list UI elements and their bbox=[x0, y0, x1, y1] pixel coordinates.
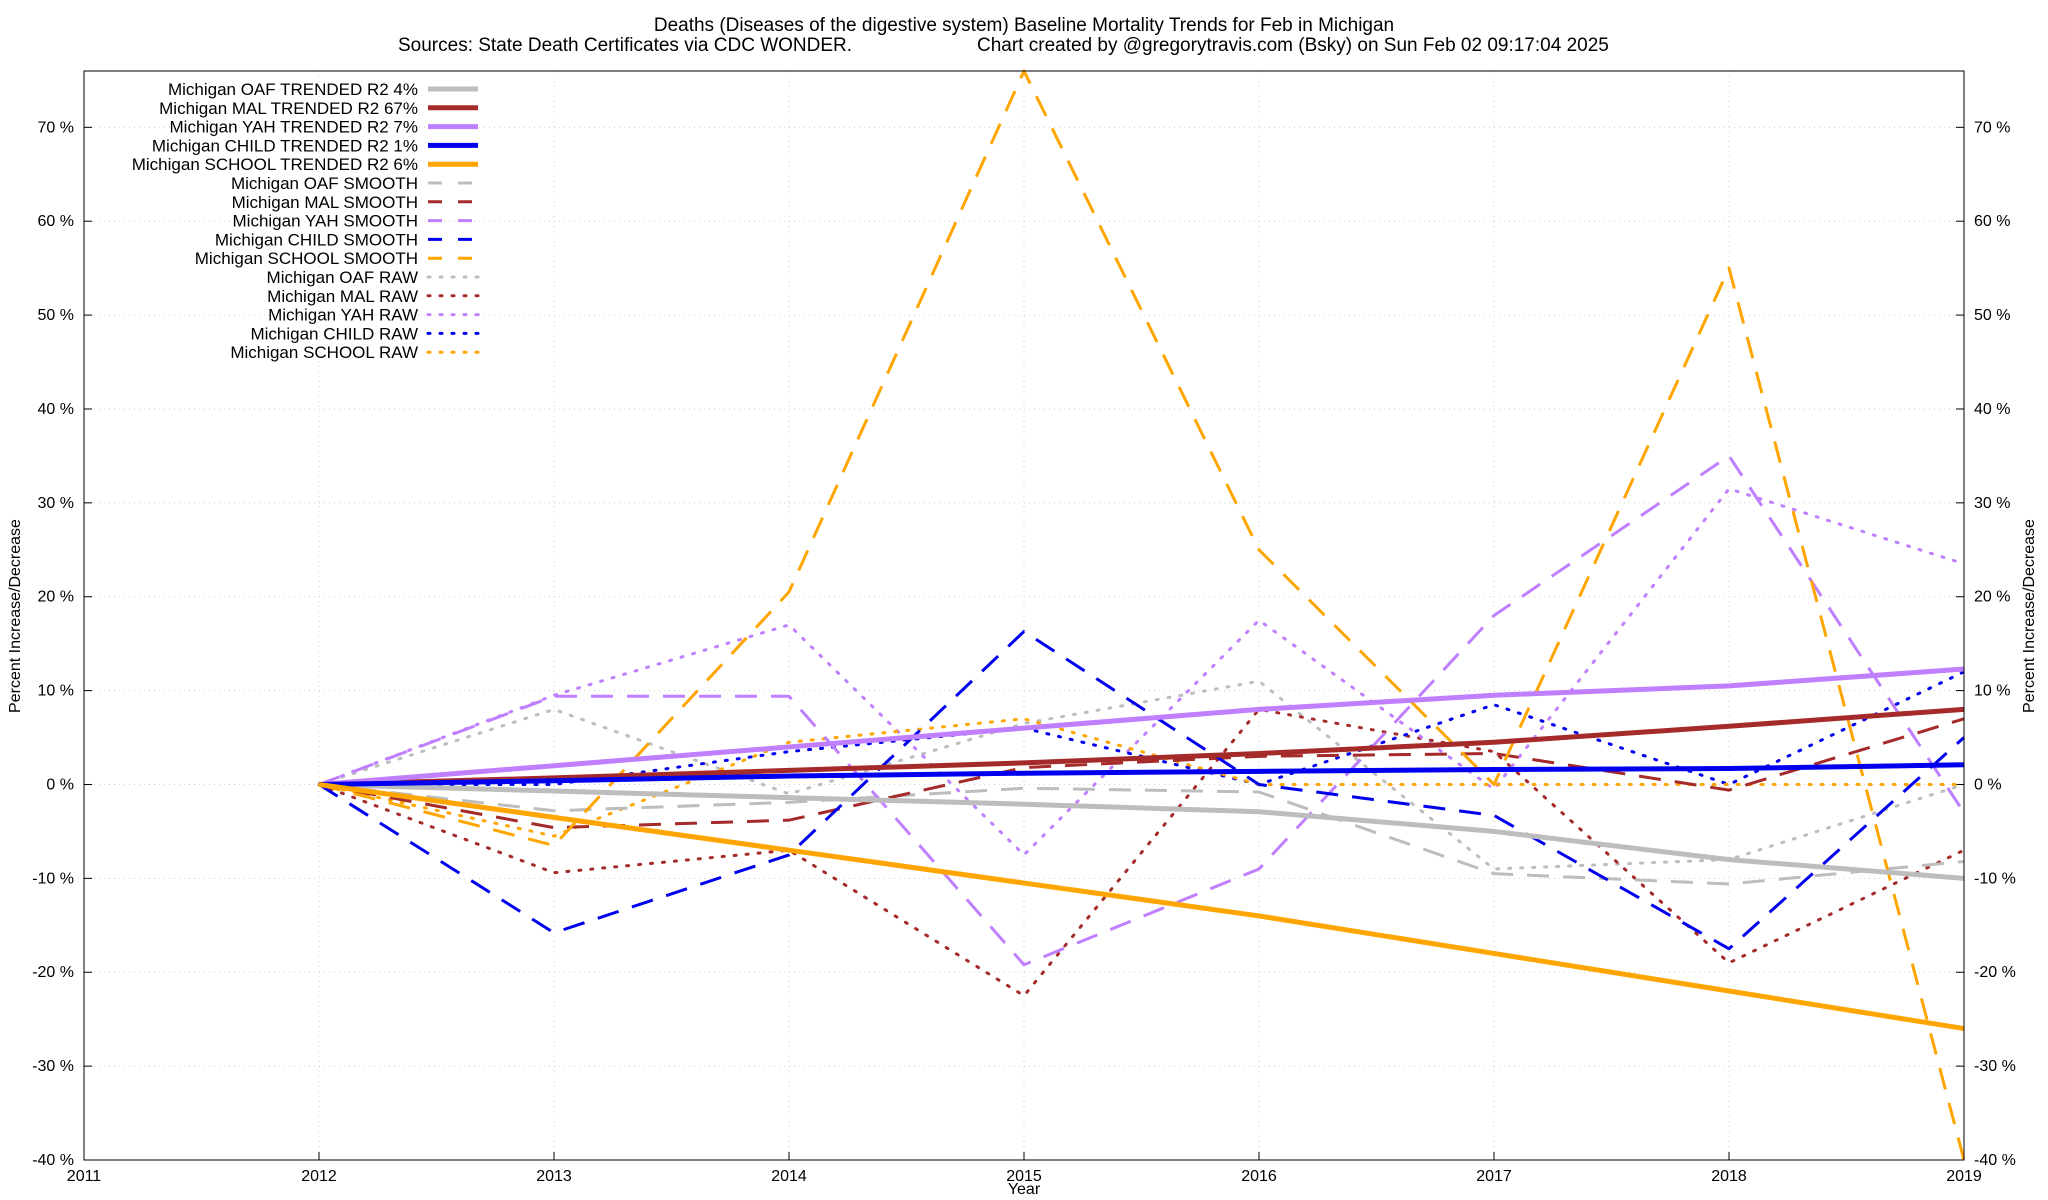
series-line-0 bbox=[318, 781, 1965, 881]
legend-label: Michigan MAL TRENDED R2 67% bbox=[159, 99, 418, 118]
y-tick-label: -20 % bbox=[32, 964, 74, 981]
y2-tick-label: 50 % bbox=[1974, 307, 2010, 324]
y2-tick-label: 10 % bbox=[1974, 683, 2010, 700]
legend-label: Michigan OAF TRENDED R2 4% bbox=[168, 80, 418, 99]
legend-label: Michigan OAF RAW bbox=[267, 268, 418, 287]
chart-subtitle-credit: Chart created by @gregorytravis.com (Bsk… bbox=[977, 35, 1609, 56]
legend-label: Michigan SCHOOL RAW bbox=[230, 343, 418, 362]
legend-label: Michigan MAL RAW bbox=[267, 287, 418, 306]
legend-label: Michigan CHILD RAW bbox=[250, 324, 418, 343]
y2-tick-label: -40 % bbox=[1974, 1152, 2016, 1169]
y2-axis-label: Percent Increase/Decrease bbox=[2021, 519, 2038, 713]
x-axis-label: Year bbox=[1008, 1181, 1041, 1198]
grid bbox=[83, 71, 1965, 1161]
series-line-4 bbox=[318, 782, 1965, 1032]
y-tick-labels-right: 70 % 60 % 50 % 40 % 30 % 20 % 10 % 0 % -10 % -20 … bbox=[1974, 119, 2016, 1169]
series-line-3 bbox=[318, 762, 1965, 787]
y2-tick-label: 20 % bbox=[1974, 589, 2010, 606]
x-tick-label: 2018 bbox=[1711, 1168, 1747, 1185]
y-tick-label: 50 % bbox=[38, 307, 74, 324]
series-line-8 bbox=[318, 629, 1966, 951]
legend-label: Michigan YAH RAW bbox=[268, 306, 418, 325]
y-axis-label: Percent Increase/Decrease bbox=[7, 519, 24, 713]
series-line-11 bbox=[317, 707, 1966, 998]
y2-tick-label: 40 % bbox=[1974, 401, 2010, 418]
y-tick-label: 30 % bbox=[38, 495, 74, 512]
legend: Michigan OAF TRENDED R2 4%Michigan MAL T… bbox=[132, 80, 480, 362]
y-tick-label: -10 % bbox=[32, 870, 74, 887]
y-tick-label: 20 % bbox=[38, 589, 74, 606]
series-line-12 bbox=[317, 487, 1966, 857]
plot-frame bbox=[83, 70, 1965, 1161]
y2-tick-label: 60 % bbox=[1974, 213, 2010, 230]
series-line-9 bbox=[318, 69, 1966, 1161]
x-tick-label: 2013 bbox=[536, 1168, 572, 1185]
series-line-6 bbox=[318, 717, 1965, 830]
y-tick-label: 70 % bbox=[38, 119, 74, 136]
x-tick-label: 2015 bbox=[1006, 1168, 1042, 1185]
legend-label: Michigan YAH SMOOTH bbox=[233, 212, 418, 231]
y2-tick-label: 70 % bbox=[1974, 119, 2010, 136]
x-tick-label: 2011 bbox=[67, 1168, 102, 1185]
x-tick-label: 2016 bbox=[1241, 1168, 1277, 1185]
legend-label: Michigan YAH TRENDED R2 7% bbox=[170, 118, 418, 137]
legend-label: Michigan SCHOOL SMOOTH bbox=[195, 249, 418, 268]
series-line-5 bbox=[318, 782, 1965, 886]
y2-tick-label: -10 % bbox=[1974, 870, 2016, 887]
y2-tick-label: 0 % bbox=[1974, 776, 2002, 793]
chart-subtitle-source: Sources: State Death Certificates via CD… bbox=[398, 35, 852, 56]
series-line-7 bbox=[318, 454, 1966, 967]
y2-tick-label: -20 % bbox=[1974, 964, 2016, 981]
legend-label: Michigan MAL SMOOTH bbox=[232, 193, 418, 212]
y2-tick-label: -30 % bbox=[1974, 1058, 2016, 1075]
y-tick-label: 60 % bbox=[38, 213, 74, 230]
series-layer bbox=[317, 69, 1966, 1161]
legend-label: Michigan CHILD TRENDED R2 1% bbox=[152, 136, 418, 155]
series-line-2 bbox=[318, 666, 1965, 787]
series-line-10 bbox=[317, 679, 1966, 871]
y-tick-label: 40 % bbox=[38, 401, 74, 418]
y-tick-label: -30 % bbox=[32, 1058, 74, 1075]
y2-tick-label: 30 % bbox=[1974, 495, 2010, 512]
chart-title: Deaths (Diseases of the digestive system… bbox=[654, 15, 1394, 36]
series-line-1 bbox=[318, 706, 1965, 787]
legend-label: Michigan SCHOOL TRENDED R2 6% bbox=[132, 155, 418, 174]
y-tick-label: 0 % bbox=[46, 776, 74, 793]
x-tick-label: 2017 bbox=[1476, 1168, 1512, 1185]
y-tick-label: 10 % bbox=[38, 683, 74, 700]
y-tick-labels-left: 70 % 60 % 50 % 40 % 30 % 20 % 10 % 0 % -10 % -20 … bbox=[32, 119, 74, 1169]
x-tick-label: 2012 bbox=[301, 1168, 337, 1185]
legend-label: Michigan CHILD SMOOTH bbox=[215, 230, 418, 249]
legend-label: Michigan OAF SMOOTH bbox=[231, 174, 418, 193]
x-tick-label: 2014 bbox=[771, 1168, 807, 1185]
x-tick-label: 2019 bbox=[1946, 1168, 1982, 1185]
x-tick-labels: 2011 2012 2013 2014 2015 2016 2017 2018 2019 bbox=[67, 1168, 1982, 1185]
y-tick-label: -40 % bbox=[32, 1152, 74, 1169]
